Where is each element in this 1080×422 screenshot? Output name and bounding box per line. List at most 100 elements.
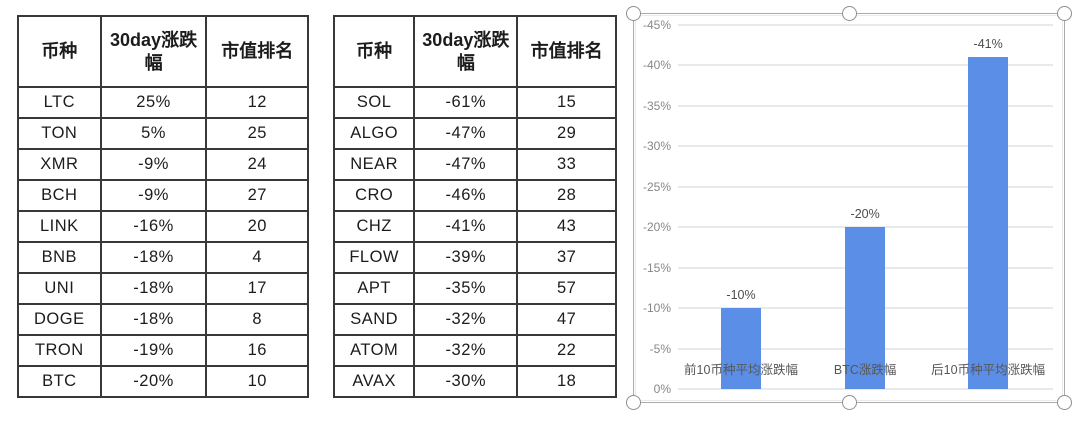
gridline [678,64,1053,67]
y-axis-tick-label: 0% [653,382,671,396]
table-row: CHZ -41% 43 [332,210,617,243]
marketcap-rank-cell: 24 [205,148,309,181]
column-header-rank: 市值排名 [205,15,309,88]
coin-symbol-cell: BNB [17,241,102,274]
change-30day-cell: -30% [413,365,519,398]
y-axis-tick-label: -30% [642,139,671,154]
column-header-change: 30day涨跌幅 [413,15,519,88]
change-30day-cell: -47% [413,117,519,150]
change-30day-cell: -16% [99,210,208,243]
column-header-change: 30day涨跌幅 [99,15,208,88]
selection-handle-bottom-center[interactable] [842,395,857,410]
coin-symbol-cell: AVAX [332,365,416,398]
selection-handle-top-center[interactable] [842,6,857,21]
coin-symbol-cell: DOGE [17,303,102,336]
y-axis-tick-label: -40% [642,58,671,73]
column-header-coin: 币种 [332,15,416,88]
coin-symbol-cell: SOL [332,86,416,119]
marketcap-rank-cell: 17 [205,272,309,305]
coin-symbol-cell: APT [332,272,416,305]
y-axis-tick-label: -20% [642,220,671,235]
table-row: DOGE -18% 8 [17,303,309,336]
table-row: ALGO -47% 29 [332,117,617,150]
marketcap-rank-cell: 47 [516,303,617,336]
selection-handle-top-right[interactable] [1057,6,1072,21]
table-row: LINK -16% 20 [17,210,309,243]
marketcap-rank-cell: 22 [516,334,617,367]
change-30day-cell: -41% [413,210,519,243]
selection-handle-top-left[interactable] [626,6,641,21]
table-row: TON 5% 25 [17,117,309,150]
change-30day-cell: 5% [99,117,208,150]
table-row: SOL -61% 15 [332,86,617,119]
marketcap-rank-cell: 27 [205,179,309,212]
table-row: ATOM -32% 22 [332,334,617,367]
change-30day-cell: 25% [99,86,208,119]
coin-symbol-cell: FLOW [332,241,416,274]
bar-2[interactable] [845,227,886,389]
marketcap-rank-cell: 25 [205,117,309,150]
coin-symbol-cell: XMR [17,148,102,181]
change-30day-cell: -32% [413,303,519,336]
x-axis-category-label: BTC涨跌幅 [833,363,897,377]
bar-chart[interactable]: -45% -40% -35% -30% -25% -20% -15% -10% -5% 0% -10… [626,6,1072,410]
coin-symbol-cell: ALGO [332,117,416,150]
chart-plot-area: -45% -40% -35% -30% -25% -20% -15% -10% -5% 0% -10… [643,18,1053,396]
marketcap-rank-cell: 12 [205,86,309,119]
change-30day-cell: -20% [99,365,208,398]
table-row: SAND -32% 47 [332,303,617,336]
coin-symbol-cell: SAND [332,303,416,336]
gridline [678,388,1053,390]
column-header-rank: 市值排名 [516,15,617,88]
bar-value-label: -20% [850,207,880,222]
marketcap-rank-cell: 57 [516,272,617,305]
change-30day-cell: -19% [99,334,208,367]
marketcap-rank-cell: 4 [205,241,309,274]
table-row: TRON -19% 16 [17,334,309,367]
y-axis-tick-label: -15% [642,260,671,275]
change-30day-cell: -46% [413,179,519,212]
y-axis-tick-label: -25% [642,179,671,194]
coin-symbol-cell: UNI [17,272,102,305]
marketcap-rank-cell: 29 [516,117,617,150]
selection-handle-bottom-right[interactable] [1057,395,1072,410]
change-30day-cell: -39% [413,241,519,274]
marketcap-rank-cell: 18 [516,365,617,398]
marketcap-rank-cell: 43 [516,210,617,243]
change-30day-cell: -32% [413,334,519,367]
y-axis-tick-label: -45% [642,18,671,32]
change-30day-cell: -9% [99,179,208,212]
coin-symbol-cell: TON [17,117,102,150]
y-axis-tick-label: -10% [642,301,671,316]
marketcap-rank-cell: 20 [205,210,309,243]
gridline [678,24,1053,26]
table-row: FLOW -39% 37 [332,241,617,274]
marketcap-rank-cell: 15 [516,86,617,119]
table-row: LTC 25% 12 [17,86,309,119]
table-row: BTC -20% 10 [17,365,309,398]
change-30day-cell: -18% [99,272,208,305]
coin-symbol-cell: ATOM [332,334,416,367]
gridline [678,104,1053,107]
table-row: UNI -18% 17 [17,272,309,305]
coin-symbol-cell: NEAR [332,148,416,181]
bar-1[interactable] [721,308,761,389]
bar-value-label: -10% [726,288,756,303]
change-30day-cell: -18% [99,241,208,274]
bar-3[interactable] [968,57,1009,389]
coin-symbol-cell: TRON [17,334,102,367]
table-row: CRO -46% 28 [332,179,617,212]
coin-table-bottom10: 币种 30day涨跌幅 市值排名 SOL -61% 15 ALGO -47% 29 NEAR -47… [332,15,617,398]
coin-symbol-cell: CHZ [332,210,416,243]
selection-handle-bottom-left[interactable] [626,395,641,410]
marketcap-rank-cell: 10 [205,365,309,398]
table-row: AVAX -30% 18 [332,365,617,398]
y-axis-tick-label: -5% [649,341,671,356]
table-row: APT -35% 57 [332,272,617,305]
change-30day-cell: -35% [413,272,519,305]
coin-symbol-cell: CRO [332,179,416,212]
column-header-coin: 币种 [17,15,102,88]
marketcap-rank-cell: 37 [516,241,617,274]
coin-symbol-cell: LTC [17,86,102,119]
marketcap-rank-cell: 8 [205,303,309,336]
